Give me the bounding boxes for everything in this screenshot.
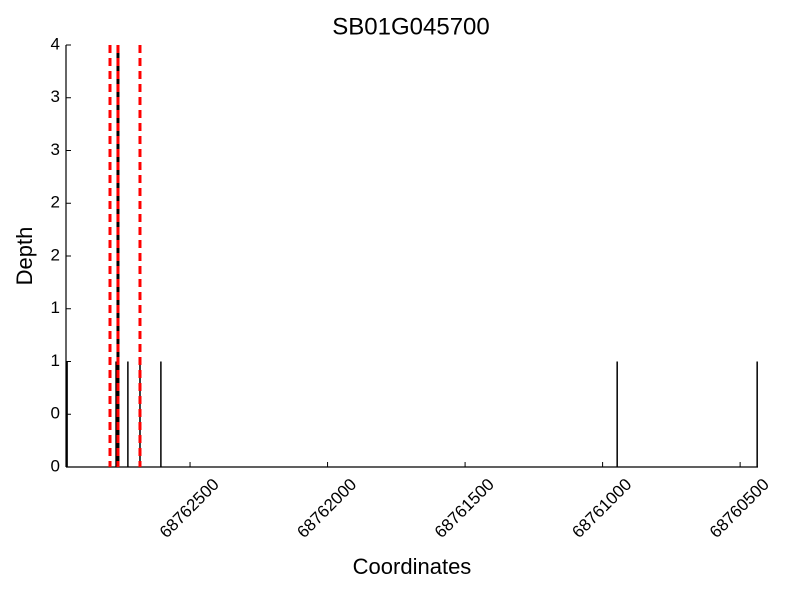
x-tick-label: 68761500 [431, 475, 498, 542]
y-tick-label: 0 [51, 404, 60, 423]
y-tick-label: 2 [51, 245, 60, 264]
y-tick-label: 2 [51, 193, 60, 212]
x-tick-label: 68760500 [706, 475, 773, 542]
y-axis-label: Depth [12, 227, 37, 286]
y-tick-label: 1 [51, 298, 60, 317]
x-tick-label: 68762000 [293, 475, 360, 542]
y-tick-label: 3 [51, 140, 60, 159]
y-tick-label: 0 [51, 456, 60, 475]
x-tick-label: 68762500 [156, 475, 223, 542]
x-axis-label: Coordinates [353, 554, 472, 579]
y-tick-label: 4 [51, 34, 60, 53]
y-tick-label: 3 [51, 87, 60, 106]
chart-title: SB01G045700 [332, 13, 489, 40]
x-tick-label: 68761000 [568, 475, 635, 542]
y-tick-label: 1 [51, 351, 60, 370]
